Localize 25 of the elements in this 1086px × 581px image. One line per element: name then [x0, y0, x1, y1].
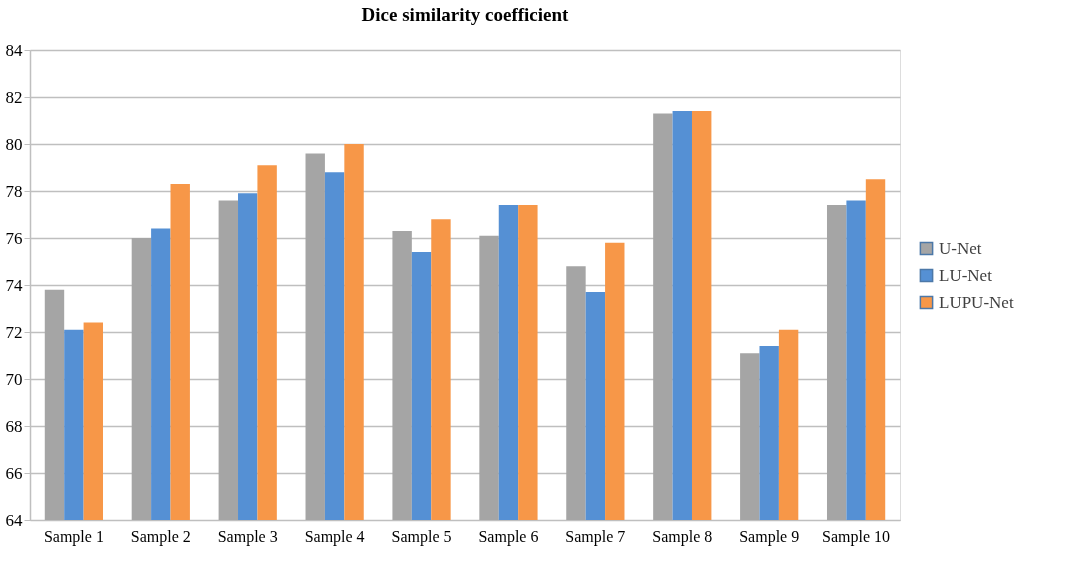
x-tick-label: Sample 7 [565, 527, 626, 546]
x-tick-label: Sample 1 [43, 527, 104, 546]
y-tick-label: 76 [5, 228, 23, 248]
x-tick-label: Sample 10 [822, 527, 891, 546]
y-tick-label: 72 [5, 322, 23, 342]
legend-label: U-Net [939, 238, 982, 258]
y-tick-label: 66 [5, 463, 23, 483]
y-tick-label: 80 [5, 134, 23, 154]
y-tick-label: 82 [5, 87, 23, 107]
x-tick-label: Sample 5 [391, 527, 452, 546]
x-tick-label: Sample 9 [739, 527, 800, 546]
chart-title: Dice similarity coefficient [361, 4, 570, 25]
y-tick-label: 74 [5, 275, 23, 295]
legend-label: LUPU-Net [939, 292, 1014, 312]
y-tick-label: 70 [5, 369, 23, 389]
x-tick-label: Sample 3 [217, 527, 278, 546]
legend-label: LU-Net [939, 265, 993, 285]
x-tick-label: Sample 2 [130, 527, 191, 546]
y-tick-label: 64 [5, 510, 23, 530]
y-tick-label: 78 [5, 181, 23, 201]
x-tick-label: Sample 6 [478, 527, 539, 546]
y-tick-label: 84 [5, 40, 23, 60]
x-tick-label: Sample 4 [304, 527, 365, 546]
x-tick-label: Sample 8 [652, 527, 713, 546]
y-tick-label: 68 [5, 416, 23, 436]
